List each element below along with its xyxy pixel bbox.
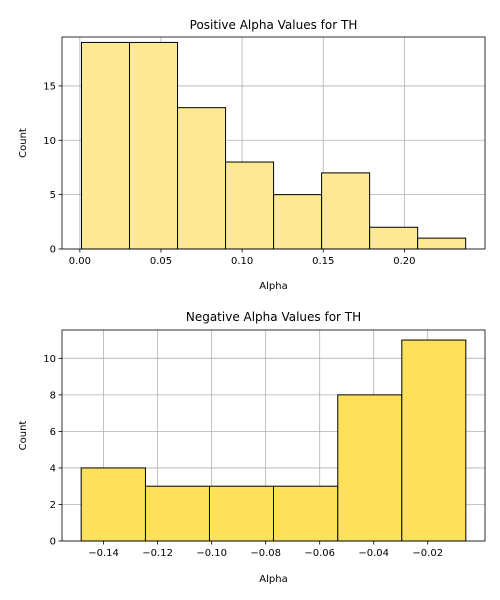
- x-tick-label: 0.00: [69, 256, 91, 267]
- histogram-bar: [417, 237, 467, 250]
- x-tick-label: 0.10: [231, 256, 253, 267]
- y-axis-label: Count: [18, 421, 29, 451]
- histogram-bar: [208, 485, 274, 542]
- chart-title: Positive Alpha Values for TH: [190, 18, 358, 32]
- x-tick-label: −0.02: [412, 548, 443, 559]
- y-tick-label: 0: [50, 245, 56, 256]
- x-tick-label: −0.08: [250, 548, 281, 559]
- chart-title: Negative Alpha Values for TH: [186, 310, 361, 324]
- negative-alpha-histogram: Negative Alpha Values for TH −0.14 −0.12 −…: [18, 310, 486, 585]
- x-axis-label: Alpha: [259, 574, 287, 585]
- histogram-bar: [321, 172, 371, 250]
- histogram-bar: [337, 394, 403, 542]
- y-tick-label: 10: [43, 136, 56, 147]
- y-tick-label: 6: [50, 427, 56, 438]
- y-tick-label: 8: [50, 390, 56, 401]
- histogram-bar: [80, 41, 130, 250]
- histogram-bar: [128, 41, 179, 250]
- histogram-bar: [273, 485, 339, 542]
- y-axis-label: Count: [18, 128, 29, 158]
- histogram-bar: [144, 485, 210, 542]
- y-tick-label: 2: [50, 500, 56, 511]
- x-tick-label: −0.10: [196, 548, 227, 559]
- y-tick-label: 15: [43, 81, 56, 92]
- x-tick-label: −0.14: [88, 548, 119, 559]
- x-axis-label: Alpha: [259, 281, 287, 292]
- plot-frame: [61, 36, 486, 250]
- x-tick-label: 0.20: [393, 256, 415, 267]
- x-tick-label: −0.04: [358, 548, 389, 559]
- x-tick-label: 0.05: [150, 256, 172, 267]
- histogram-bar: [177, 107, 227, 250]
- x-tick-label: 0.15: [312, 256, 334, 267]
- y-tick-label: 0: [50, 537, 56, 548]
- x-tick-label: −0.12: [142, 548, 173, 559]
- histogram-bar: [225, 161, 275, 250]
- plot-frame: [61, 329, 486, 542]
- histogram-bar: [273, 194, 323, 250]
- positive-alpha-histogram: Positive Alpha Values for TH 0.00 0.05 0.1…: [18, 18, 486, 292]
- x-tick-label: −0.06: [304, 548, 335, 559]
- y-tick-label: 10: [43, 354, 56, 365]
- histogram-bar: [401, 339, 467, 542]
- y-tick-label: 5: [50, 190, 56, 201]
- histogram-bar: [369, 226, 419, 250]
- histogram-bar: [80, 467, 146, 542]
- y-tick-label: 4: [50, 463, 56, 474]
